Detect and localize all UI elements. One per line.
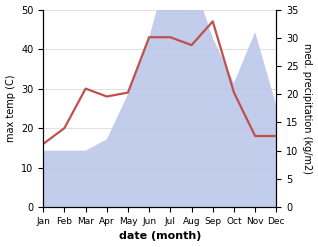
- X-axis label: date (month): date (month): [119, 231, 201, 242]
- Y-axis label: med. precipitation (kg/m2): med. precipitation (kg/m2): [302, 43, 313, 174]
- Y-axis label: max temp (C): max temp (C): [5, 75, 16, 142]
